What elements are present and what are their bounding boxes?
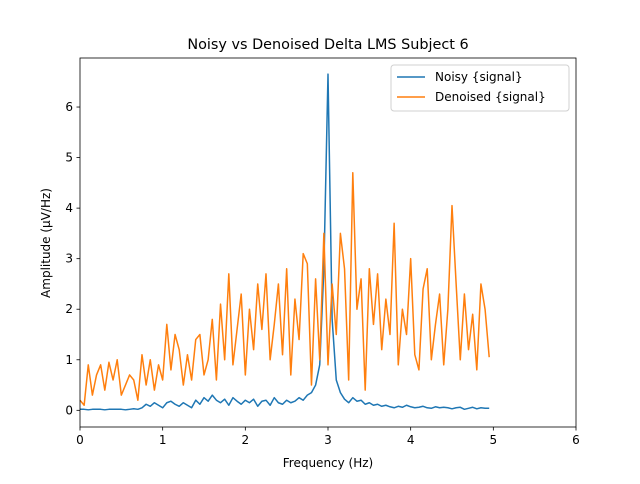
legend-label: Noisy {signal} xyxy=(435,70,523,84)
y-tick-label: 5 xyxy=(65,151,73,165)
chart-title: Noisy vs Denoised Delta LMS Subject 6 xyxy=(187,37,468,53)
data-line xyxy=(79,171,490,407)
y-tick-label: 4 xyxy=(65,201,73,215)
x-tick-label: 3 xyxy=(324,433,332,447)
axes-frame xyxy=(79,57,577,428)
y-tick-label: 0 xyxy=(65,403,73,417)
x-tick-label: 5 xyxy=(490,433,498,447)
legend-box xyxy=(390,64,570,112)
x-tick-label: 1 xyxy=(159,433,167,447)
y-tick-label: 2 xyxy=(65,302,73,316)
x-tick-label: 4 xyxy=(407,433,415,447)
data-line xyxy=(80,73,490,411)
y-tick-label: 6 xyxy=(65,100,73,114)
y-tick-label: 1 xyxy=(65,353,73,367)
x-tick-label: 0 xyxy=(76,433,84,447)
legend-label: Denoised {signal} xyxy=(435,90,546,104)
y-axis-label: Amplitude (μV/Hz) xyxy=(39,188,53,298)
x-tick-label: 6 xyxy=(572,433,580,447)
y-tick-label: 3 xyxy=(65,252,73,266)
x-tick-label: 2 xyxy=(242,433,250,447)
x-axis-label: Frequency (Hz) xyxy=(283,456,374,470)
